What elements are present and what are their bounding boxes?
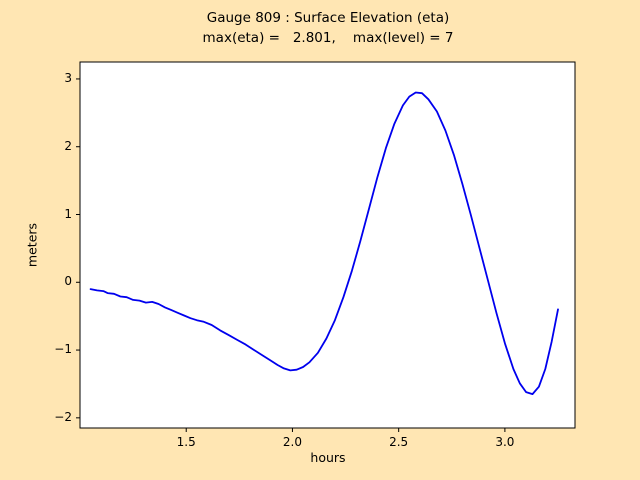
axes-background [79,61,576,429]
x-tick-label: 3.0 [495,435,515,449]
y-tick-label: 2 [64,138,72,153]
eta-curve [89,91,559,396]
x-axis-label: hours [310,450,346,465]
chart-title: Gauge 809 : Surface Elevation (eta) [206,10,450,26]
y-tick-label: 3 [64,70,72,85]
x-tick-label: 2.5 [389,435,409,449]
y-tick-label: −1 [54,342,72,357]
y-tick-label: −2 [54,409,72,424]
x-tick-label: 2.0 [282,435,302,449]
y-tick-label: 1 [64,206,72,221]
x-tick-label: 1.5 [176,435,196,449]
y-tick-label: 0 [64,274,72,289]
chart-subtitle: max(eta) = 2.801, max(level) = 7 [202,30,454,46]
y-axis-label: meters [24,222,40,268]
tick-marks [76,78,506,432]
